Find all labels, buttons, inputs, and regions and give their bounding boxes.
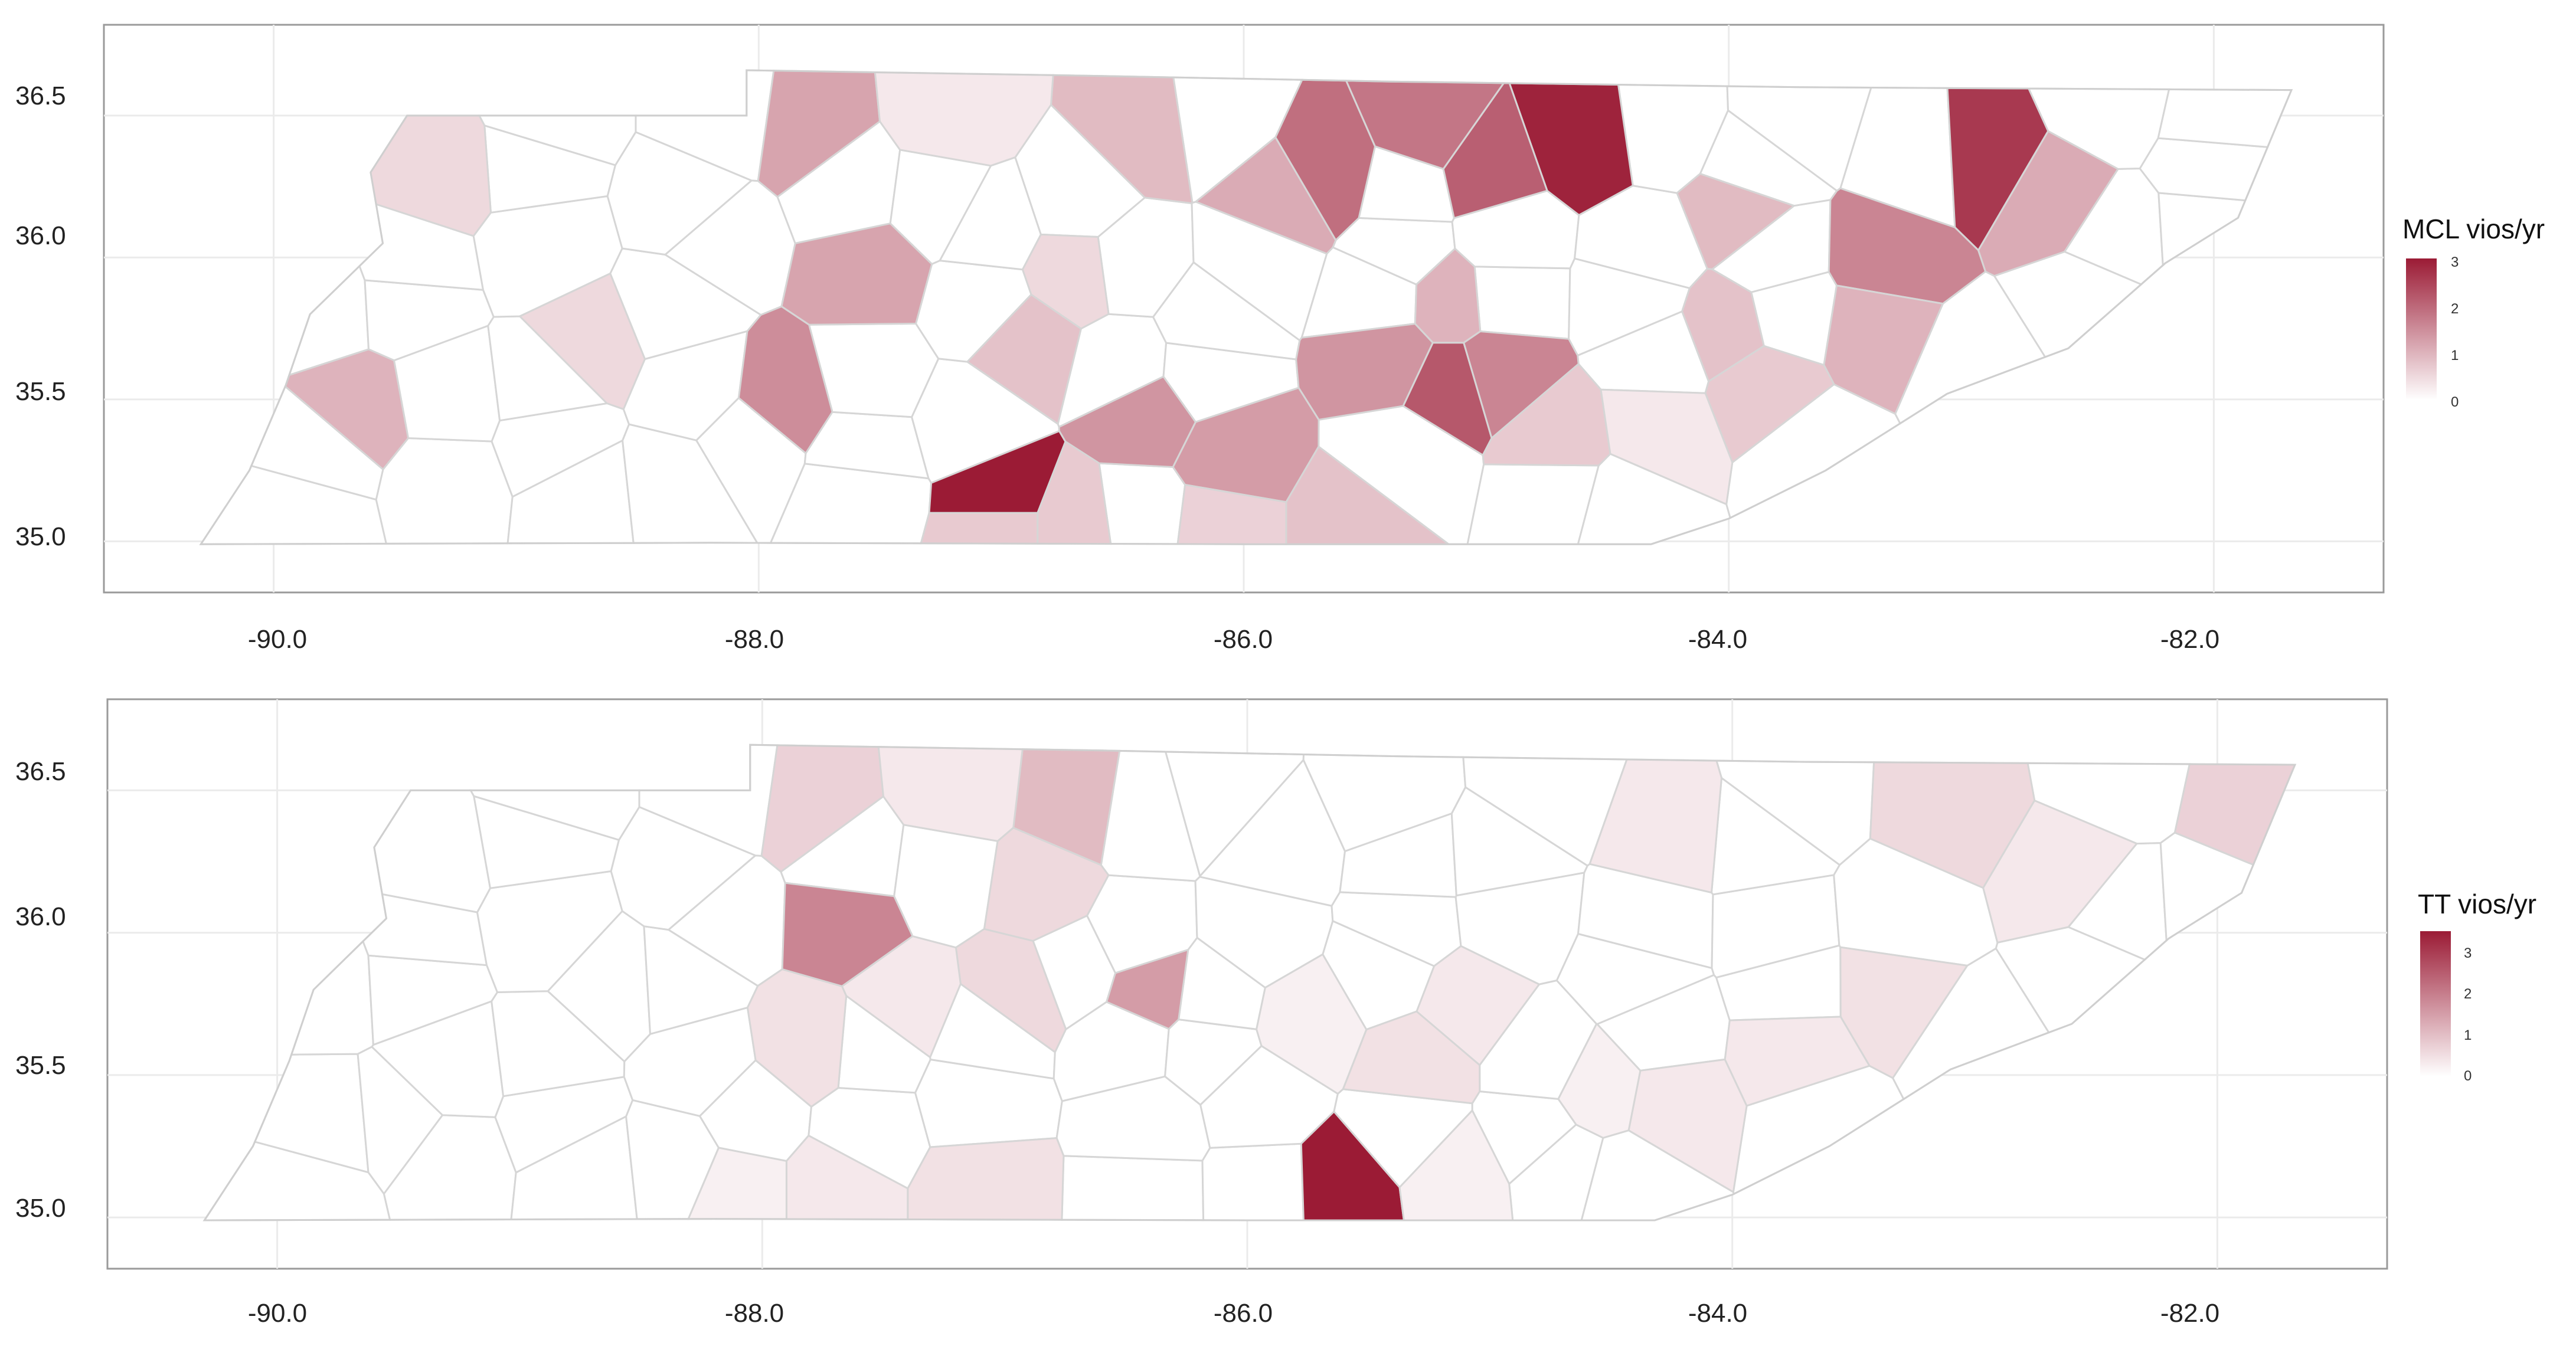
state-outline (199, 69, 2293, 545)
panel-mcl-counties (199, 69, 2293, 545)
county-polygon (1982, 799, 2139, 944)
legend-tick-label: 2 (2451, 301, 2459, 317)
county-polygon (1473, 266, 1571, 340)
panel-mcl-y-axis: 36.5 36.0 35.5 35.0 (15, 81, 66, 551)
legend-title: MCL vios/yr (2402, 214, 2545, 244)
county-polygon (518, 272, 646, 411)
y-tick-label: 35.5 (15, 377, 66, 406)
county-polygon (1172, 387, 1320, 503)
y-tick-label: 35.0 (15, 1194, 66, 1223)
county-polygon (1105, 948, 1189, 1030)
county-polygon (1557, 1023, 1642, 1139)
county-polygon (1839, 946, 1969, 1079)
county-polygon (737, 305, 833, 455)
legend-tick-label: 3 (2464, 945, 2472, 961)
county-polygon (780, 222, 933, 326)
county-polygon (610, 805, 757, 931)
state-outline (202, 744, 2297, 1221)
legend-title: TT vios/yr (2418, 889, 2536, 919)
y-tick-label: 36.5 (15, 757, 66, 786)
legend-tick-label: 0 (2464, 1068, 2472, 1084)
legend-colorbar (2420, 931, 2451, 1076)
county-polygon (1414, 247, 1482, 344)
x-tick-label: -88.0 (725, 625, 784, 654)
x-tick-label: -84.0 (1688, 625, 1747, 654)
panel-mcl-x-axis: -90.0 -88.0 -86.0 -84.0 -82.0 (248, 625, 2219, 654)
legend-tick-label: 3 (2451, 254, 2459, 270)
panel-tt-y-axis: 36.5 36.0 35.5 35.0 (15, 757, 66, 1223)
x-tick-label: -88.0 (725, 1299, 784, 1328)
county-polygon (1058, 375, 1197, 469)
legend-tick-label: 1 (2464, 1027, 2472, 1043)
county-polygon (1977, 130, 2120, 277)
x-tick-label: -84.0 (1688, 1299, 1747, 1328)
legend-tick-label: 1 (2451, 348, 2459, 363)
county-polygon (1021, 233, 1110, 330)
county-polygon (1466, 463, 1600, 545)
county-polygon (874, 71, 1054, 167)
county-polygon (1823, 284, 1944, 415)
legend-colorbar (2406, 258, 2437, 400)
x-tick-label: -82.0 (2160, 1299, 2219, 1328)
county-polygon (1681, 267, 1766, 383)
county-polygon (375, 437, 514, 545)
panel-tt: 36.5 36.0 35.5 35.0 -90.0 -88.0 -86.0 -8… (15, 698, 2536, 1328)
y-tick-label: 35.5 (15, 1051, 66, 1080)
legend-mcl: MCL vios/yr 3 2 1 0 (2402, 214, 2545, 410)
county-polygon (1600, 388, 1734, 506)
panel-tt-x-axis: -90.0 -88.0 -86.0 -84.0 -82.0 (248, 1299, 2219, 1328)
county-polygon (983, 826, 1110, 942)
legend-tick-label: 2 (2464, 986, 2472, 1002)
county-polygon (1256, 953, 1368, 1095)
legend-tick-label: 0 (2451, 394, 2459, 410)
county-polygon (1061, 1155, 1205, 1221)
county-polygon (1676, 172, 1796, 270)
county-polygon (841, 935, 962, 1059)
y-tick-label: 36.0 (15, 902, 66, 931)
county-polygon (1098, 462, 1186, 545)
y-tick-label: 35.0 (15, 522, 66, 551)
county-polygon (920, 512, 1039, 545)
x-tick-label: -86.0 (1214, 1299, 1273, 1328)
x-tick-label: -90.0 (248, 625, 307, 654)
x-tick-label: -86.0 (1214, 625, 1273, 654)
county-polygon (907, 1137, 1065, 1221)
county-polygon (1201, 1142, 1305, 1221)
county-polygon (1194, 136, 1337, 255)
county-polygon (1828, 187, 1987, 305)
county-polygon (1416, 945, 1541, 1067)
y-tick-label: 36.5 (15, 81, 66, 110)
legend-tt: TT vios/yr 3 2 1 0 (2418, 889, 2536, 1084)
x-tick-label: -90.0 (248, 1299, 307, 1328)
panel-mcl: 36.5 36.0 35.5 35.0 -90.0 -88.0 -86.0 -8… (15, 24, 2545, 654)
panel-tt-counties (202, 744, 2297, 1221)
y-tick-label: 36.0 (15, 221, 66, 250)
x-tick-label: -82.0 (2160, 625, 2219, 654)
county-polygon (1724, 1016, 1871, 1107)
